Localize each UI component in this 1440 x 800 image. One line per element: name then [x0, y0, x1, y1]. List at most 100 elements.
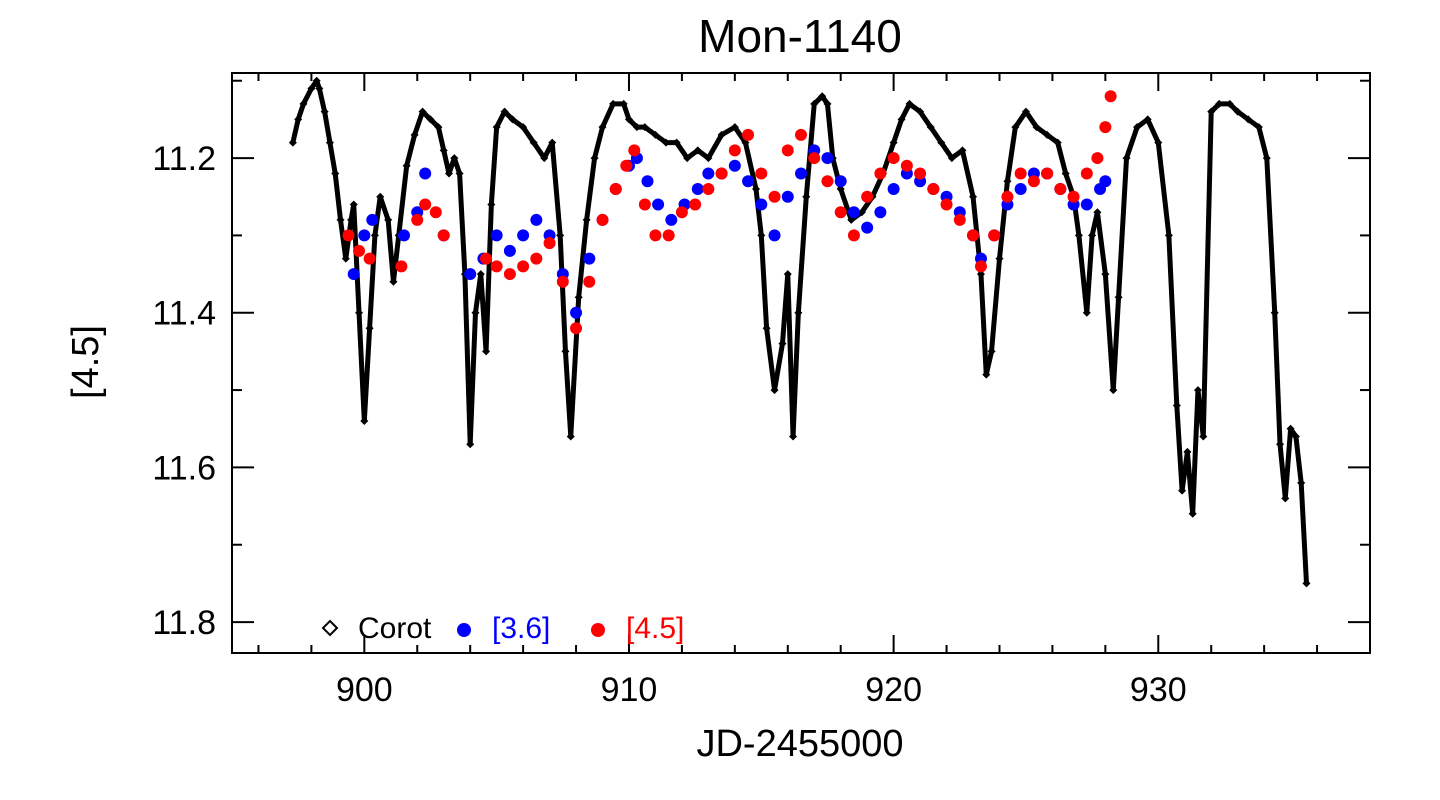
corot-point	[574, 293, 583, 302]
irac-point	[419, 167, 432, 180]
corot-point	[476, 270, 485, 279]
irac-point	[914, 167, 927, 180]
irac-point	[1067, 190, 1080, 203]
irac-point	[702, 183, 715, 195]
irac-point	[861, 190, 874, 203]
x-tick-label: 900	[336, 671, 393, 709]
corot-point	[1003, 177, 1012, 186]
corot-point	[1154, 138, 1163, 147]
irac-point	[1014, 183, 1027, 195]
irac-point	[781, 190, 794, 203]
corot-point	[426, 115, 435, 124]
corot-point	[1032, 123, 1041, 132]
corot-point	[651, 130, 660, 139]
corot-point	[529, 138, 538, 147]
corot-point	[466, 440, 475, 449]
corot-point	[376, 192, 385, 201]
corot-point	[810, 99, 819, 108]
corot-point	[1254, 123, 1263, 132]
legend-label-2: [4.5]	[626, 612, 684, 645]
corot-point	[704, 154, 713, 163]
corot-point	[889, 138, 898, 147]
corot-point	[1178, 486, 1187, 495]
irac-point	[874, 167, 887, 180]
corot-point	[590, 154, 599, 163]
irac-point	[1104, 90, 1117, 103]
y-axis-label: [4.5]	[65, 325, 107, 399]
corot-point	[836, 185, 845, 193]
irac-point	[419, 198, 432, 211]
corot-point	[1286, 424, 1295, 433]
irac-point	[652, 198, 665, 211]
corot-point	[717, 130, 726, 139]
corot-point	[566, 432, 575, 441]
corot-point	[958, 146, 967, 155]
corot-point	[410, 130, 419, 139]
irac-point	[358, 229, 371, 242]
y-tick-label: 11.2	[152, 140, 216, 178]
corot-point	[307, 84, 316, 93]
irac-point	[967, 229, 980, 242]
corot-point	[789, 432, 798, 441]
irac-point	[1014, 167, 1027, 180]
corot-point	[632, 123, 641, 132]
corot-point	[598, 123, 607, 132]
irac-point	[795, 167, 807, 180]
irac-point	[490, 229, 503, 242]
irac-point	[728, 144, 741, 157]
irac-point	[821, 152, 834, 165]
irac-point	[927, 183, 940, 195]
corot-point	[299, 99, 308, 108]
corot-point	[360, 417, 369, 425]
corot-point	[450, 154, 459, 163]
irac-point	[847, 229, 860, 242]
irac-point	[411, 213, 424, 226]
corot-point	[818, 92, 827, 101]
irac-point	[395, 260, 408, 273]
corot-point	[384, 215, 393, 224]
corot-point	[1244, 115, 1253, 124]
corot-point	[1122, 154, 1131, 163]
corot-point	[439, 146, 448, 155]
corot-point	[402, 161, 411, 170]
irac-point	[503, 244, 516, 257]
irac-point	[1080, 167, 1093, 180]
corot-point	[331, 169, 340, 178]
corot-point	[609, 99, 618, 108]
irac-point	[490, 260, 503, 273]
corot-point	[1109, 386, 1118, 395]
series-2	[342, 90, 1117, 335]
corot-point	[905, 99, 914, 108]
corot-point	[969, 192, 978, 201]
corot-point	[1270, 308, 1279, 317]
legend-label-0: Corot	[358, 612, 432, 645]
irac-point	[596, 213, 609, 226]
corot-point	[288, 138, 297, 147]
irac-point	[530, 213, 543, 226]
irac-point	[1027, 175, 1040, 188]
legend-marker-2	[591, 623, 605, 637]
irac-point	[342, 229, 355, 242]
corot-point	[1011, 123, 1020, 132]
corot-point	[370, 231, 379, 240]
corot-point	[355, 308, 364, 317]
irac-point	[834, 175, 847, 188]
corot-point	[1276, 440, 1285, 449]
corot-point	[1215, 99, 1224, 108]
irac-point	[795, 128, 807, 141]
irac-point	[543, 237, 556, 250]
corot-point	[1188, 509, 1197, 518]
corot-point	[582, 215, 591, 224]
legend: Corot [3.6] [4.5]	[321, 612, 684, 645]
irac-point	[755, 198, 768, 211]
irac-point	[609, 183, 622, 195]
corot-point	[976, 270, 985, 279]
x-tick-label: 930	[1130, 671, 1187, 709]
irac-point	[755, 167, 768, 180]
corot-point	[982, 370, 991, 379]
corot-point	[325, 138, 334, 147]
irac-point	[675, 206, 688, 219]
corot-point	[519, 123, 528, 132]
corot-point	[1043, 130, 1052, 139]
corot-point	[540, 154, 549, 163]
